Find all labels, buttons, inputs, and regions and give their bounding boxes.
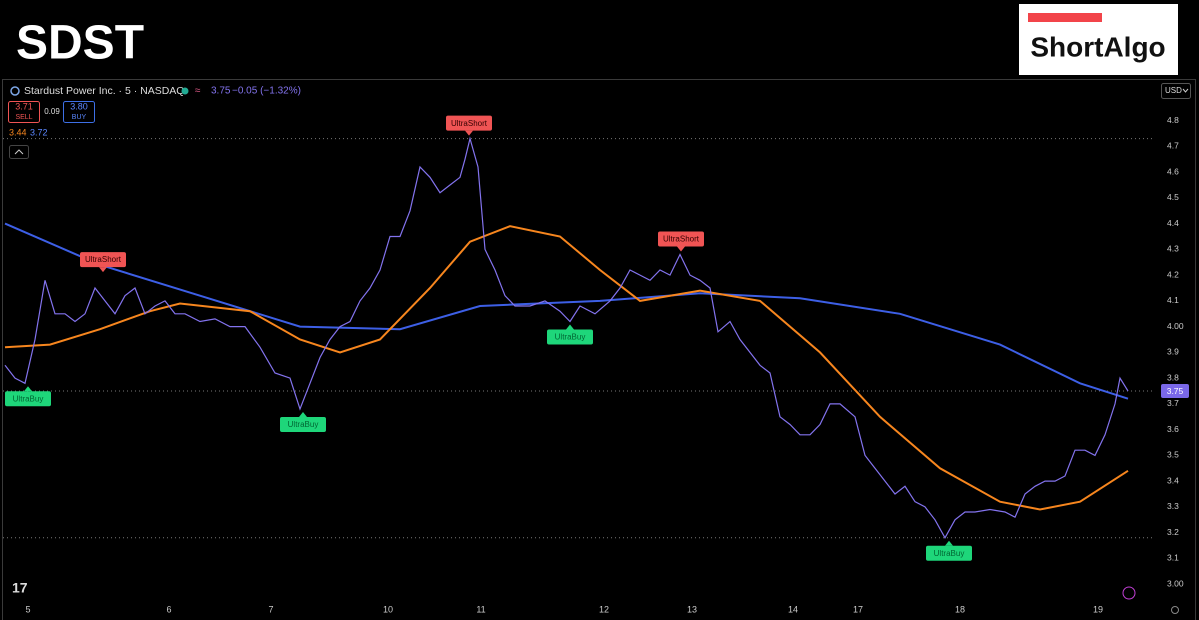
lightning-button[interactable]: [1122, 586, 1136, 600]
symbol-line: Stardust Power Inc. · 5 · NASDAQ: [24, 85, 184, 97]
y-tick-label: 3.7: [1167, 398, 1179, 408]
spread: 0.09: [44, 107, 60, 116]
last-price-badge: [1161, 384, 1189, 398]
x-tick-label: 5: [25, 604, 30, 614]
y-tick-label: 4.2: [1167, 269, 1179, 279]
buy-signal-label: UltraBuy: [13, 394, 44, 403]
x-tick-label: 18: [955, 604, 965, 614]
collapse-icon: [14, 149, 24, 155]
logo-text: ShortAlgo: [1030, 31, 1165, 62]
settings-button[interactable]: [1171, 606, 1179, 614]
short-signal-pointer: [677, 246, 685, 252]
x-tick-label: 19: [1093, 604, 1103, 614]
currency-caret: [1182, 88, 1189, 93]
buy-signal-label: UltraBuy: [288, 420, 319, 429]
x-tick-label: 17: [853, 604, 863, 614]
series-line: [4, 222, 1129, 400]
short-signal-label: UltraShort: [663, 235, 700, 244]
short-signal-label: UltraShort: [451, 119, 488, 128]
x-tick-label: 12: [599, 604, 609, 614]
short-signal-box: [80, 252, 126, 268]
y-tick-label: 4.1: [1167, 295, 1179, 305]
y-tick-label: 4.00: [1167, 321, 1184, 331]
symbol-icon: [10, 86, 20, 96]
short-signal-box: [446, 115, 492, 131]
chart-frame: [2, 79, 1196, 620]
short-signal-pointer: [465, 130, 473, 136]
buy-signal-box: [280, 417, 326, 433]
y-tick-label: 3.5: [1167, 450, 1179, 460]
y-tick-label: 3.9: [1167, 347, 1179, 357]
x-tick-label: 10: [383, 604, 393, 614]
buy-signal-label: UltraBuy: [555, 333, 586, 342]
y-tick-label: 4.3: [1167, 244, 1179, 254]
y-tick-label: 4.5: [1167, 192, 1179, 202]
y-tick-label: 4.6: [1167, 166, 1179, 176]
x-tick-label: 6: [166, 604, 171, 614]
buy-signal-box: [5, 391, 51, 407]
logo-bar: [1028, 13, 1102, 22]
tv-logo: 17: [12, 580, 28, 596]
ma-fast-value: 3.44: [9, 127, 27, 137]
currency: USD: [1165, 86, 1182, 95]
price-change: −0.05 (−1.32%): [232, 86, 301, 97]
last-price-badge-label: 3.75: [1167, 386, 1184, 396]
collapse-button[interactable]: [9, 145, 29, 159]
y-tick-label: 3.00: [1167, 578, 1184, 588]
y-tick-label: 4.8: [1167, 115, 1179, 125]
short-signal-label: UltraShort: [85, 255, 122, 264]
ma-slow-value: 3.72: [30, 127, 48, 137]
y-tick-label: 3.1: [1167, 553, 1179, 563]
series-line: [4, 225, 1129, 511]
status-dot: [181, 87, 189, 95]
buy-signal-label: UltraBuy: [934, 549, 965, 558]
y-tick-label: 3.6: [1167, 424, 1179, 434]
y-tick-label: 3.3: [1167, 501, 1179, 511]
y-tick-label: 3.8: [1167, 372, 1179, 382]
x-tick-label: 7: [268, 604, 273, 614]
short-signal-pointer: [99, 267, 107, 273]
y-tick-label: 4.4: [1167, 218, 1179, 228]
buy-label: BUY: [72, 114, 87, 121]
x-tick-label: 14: [788, 604, 798, 614]
series-line: [4, 136, 1129, 540]
short-signal-box: [658, 231, 704, 247]
buy-signal-box: [926, 545, 972, 561]
buy-signal-box: [547, 329, 593, 345]
sell-box[interactable]: [8, 101, 40, 123]
buy-signal-pointer: [299, 412, 307, 418]
currency-button[interactable]: [1161, 83, 1191, 99]
y-tick-label: 3.4: [1167, 475, 1179, 485]
buy-signal-pointer: [945, 540, 953, 546]
buy-box[interactable]: [63, 101, 95, 123]
ticker: SDST: [16, 17, 144, 70]
last-price: 3.75: [211, 86, 231, 97]
y-tick-label: 3.2: [1167, 527, 1179, 537]
buy-price: 3.80: [70, 101, 88, 111]
buy-signal-pointer: [566, 324, 574, 330]
sell-price: 3.71: [15, 101, 33, 111]
x-tick-label: 13: [687, 604, 697, 614]
status-icon: ≈: [195, 86, 201, 97]
buy-signal-pointer: [24, 386, 32, 392]
y-tick-label: 4.7: [1167, 141, 1179, 151]
sell-label: SELL: [15, 114, 32, 121]
x-tick-label: 11: [476, 604, 485, 614]
